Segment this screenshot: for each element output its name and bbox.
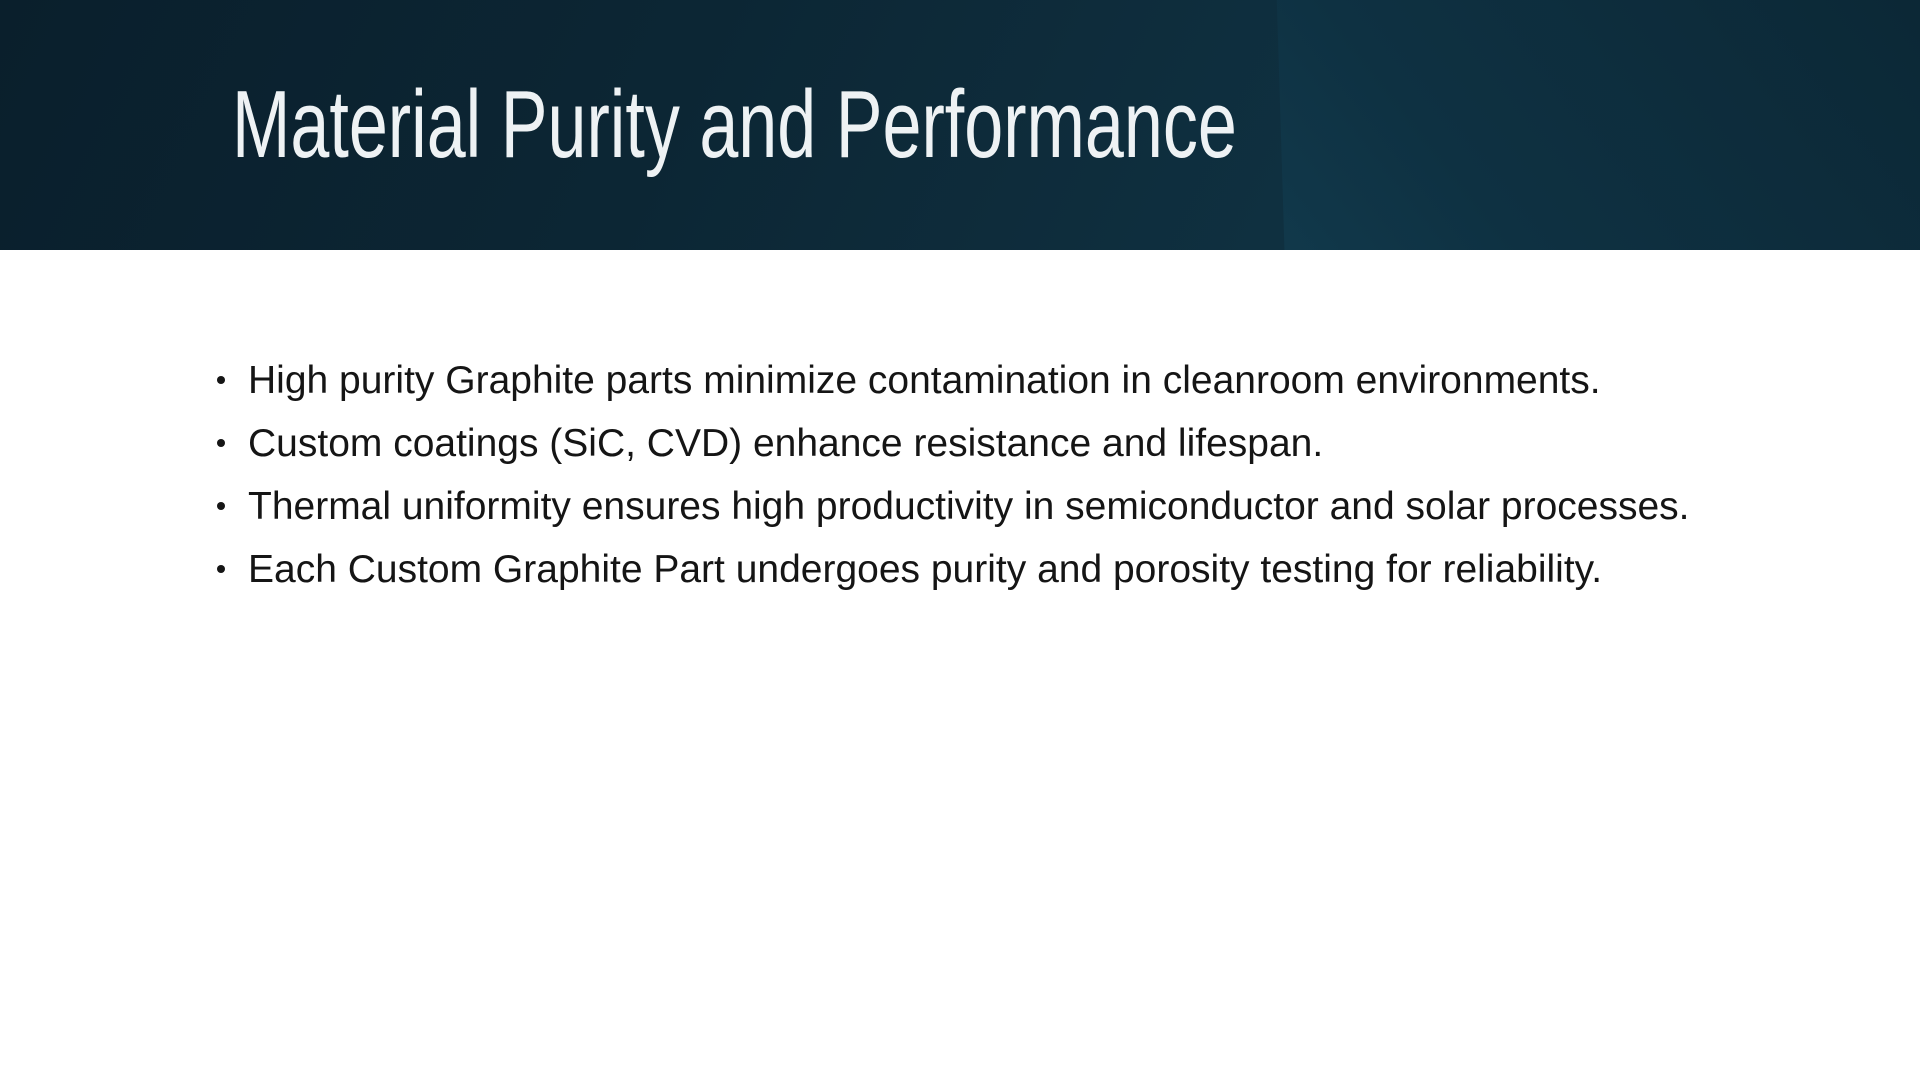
bullet-text: Each Custom Graphite Part undergoes puri…	[248, 548, 1603, 591]
bullet-text: High purity Graphite parts minimize cont…	[248, 359, 1601, 402]
list-item: Each Custom Graphite Part undergoes puri…	[217, 538, 1689, 601]
bullet-text: Custom coatings (SiC, CVD) enhance resis…	[248, 422, 1324, 465]
bullet-icon	[217, 502, 225, 510]
list-item: High purity Graphite parts minimize cont…	[217, 349, 1689, 412]
bullet-icon	[217, 376, 225, 384]
header-diagonal-accent-panel	[1276, 0, 1920, 250]
bullet-list: High purity Graphite parts minimize cont…	[217, 349, 1689, 601]
list-item: Thermal uniformity ensures high producti…	[217, 475, 1689, 538]
slide-title: Material Purity and Performance	[232, 71, 1237, 178]
list-item: Custom coatings (SiC, CVD) enhance resis…	[217, 412, 1689, 475]
slide-body: High purity Graphite parts minimize cont…	[0, 250, 1920, 1080]
bullet-text: Thermal uniformity ensures high producti…	[248, 485, 1690, 528]
slide-header: Material Purity and Performance	[0, 0, 1920, 250]
bullet-icon	[217, 565, 225, 573]
bullet-icon	[217, 439, 225, 447]
